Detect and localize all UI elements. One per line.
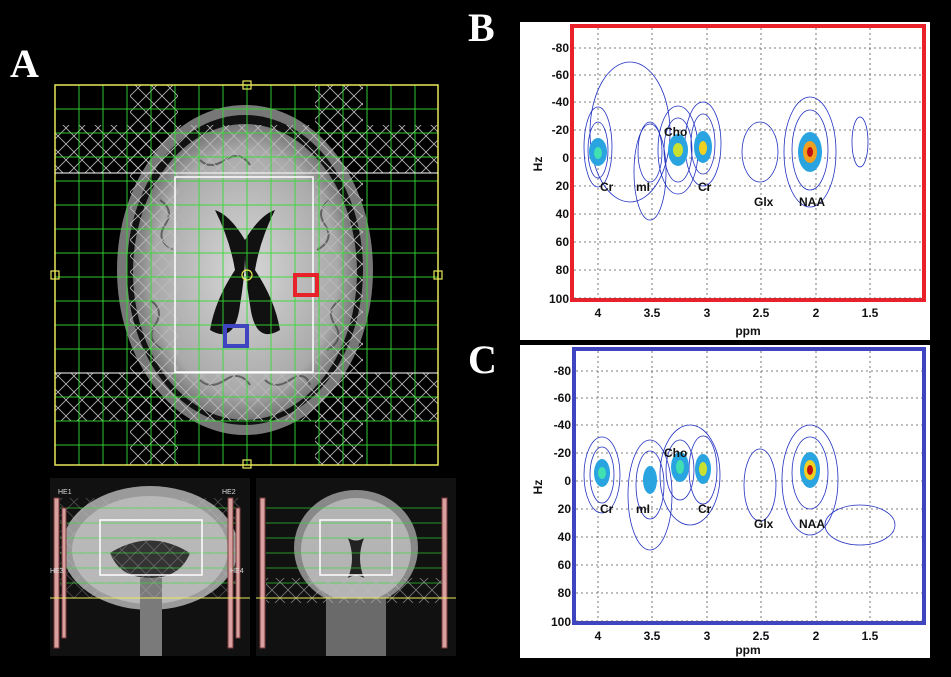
spectrum-b-panel: Cr mI Cr Glx NAA Cho -80 -60 -40 -20 0 2… (520, 22, 930, 340)
y-tick: -60 (552, 68, 570, 82)
y-tick: -40 (552, 95, 570, 109)
y-axis-label: Hz (531, 480, 545, 495)
x-tick: 2 (813, 629, 820, 643)
x-tick: 3.5 (644, 306, 661, 320)
x-tick: 3.5 (644, 629, 661, 643)
axial-mri-image (50, 80, 443, 469)
peak-label-cho: Cho (664, 125, 687, 139)
peak-label-glx: Glx (754, 517, 774, 531)
y-tick: 0 (564, 474, 571, 488)
x-tick: 2.5 (753, 629, 770, 643)
scout-label-he4: HE4 (230, 568, 244, 575)
peak-label-cr-30: Cr (698, 502, 712, 516)
scout-label-he3: HE3 (50, 568, 64, 575)
y-tick: -20 (552, 123, 570, 137)
panel-label-b: B (468, 5, 495, 50)
spectrum-c-panel: Cr mI Cr Glx NAA Cho -80 -60 -40 -20 0 2… (520, 345, 930, 658)
y-tick: 40 (556, 207, 570, 221)
x-tick: 3 (704, 306, 711, 320)
x-tick: 1.5 (862, 306, 879, 320)
y-tick: 60 (558, 558, 572, 572)
y-tick: 100 (551, 615, 571, 629)
y-tick: 80 (556, 263, 570, 277)
x-tick: 2.5 (753, 306, 770, 320)
peak-label-glx: Glx (754, 195, 774, 209)
panel-label-c: C (468, 337, 497, 382)
y-tick: -40 (554, 418, 572, 432)
scout-label-he2: HE2 (222, 489, 236, 496)
peak-label-naa: NAA (799, 517, 825, 531)
y-tick: 60 (556, 235, 570, 249)
x-tick: 3 (704, 629, 711, 643)
y-tick: 20 (556, 179, 570, 193)
coronal-scout-image (256, 478, 456, 656)
y-axis-label: Hz (531, 157, 545, 172)
peak-label-cho: Cho (664, 446, 687, 460)
spectrum-c-plot: Cr mI Cr Glx NAA Cho -80 -60 -40 -20 0 2… (531, 347, 926, 657)
y-tick: 80 (558, 586, 572, 600)
y-tick: 100 (549, 292, 569, 306)
x-tick: 2 (813, 306, 820, 320)
y-tick: 20 (558, 502, 572, 516)
x-axis-label: ppm (735, 324, 760, 338)
x-tick: 4 (595, 629, 602, 643)
y-tick: -80 (554, 364, 572, 378)
sagittal-scout-image: HE1 HE2 HE3 HE4 (50, 478, 250, 656)
x-tick: 1.5 (862, 629, 879, 643)
peak-label-naa: NAA (799, 195, 825, 209)
y-tick: -20 (554, 446, 572, 460)
y-tick: -60 (554, 391, 572, 405)
peak-label-cr-39: Cr (600, 502, 614, 516)
peak-label-mi: mI (636, 502, 650, 516)
scout-label-he1: HE1 (58, 489, 72, 496)
panel-label-a: A (10, 41, 39, 86)
peak-label-cr-30: Cr (698, 180, 712, 194)
spectrum-b-plot: Cr mI Cr Glx NAA Cho -80 -60 -40 -20 0 2… (531, 24, 926, 338)
y-tick: 40 (558, 530, 572, 544)
x-tick: 4 (595, 306, 602, 320)
x-axis-label: ppm (735, 643, 760, 657)
peak-label-mi: mI (636, 180, 650, 194)
y-tick: -80 (552, 41, 570, 55)
peak-label-cr-39: Cr (600, 180, 614, 194)
y-tick: 0 (562, 151, 569, 165)
